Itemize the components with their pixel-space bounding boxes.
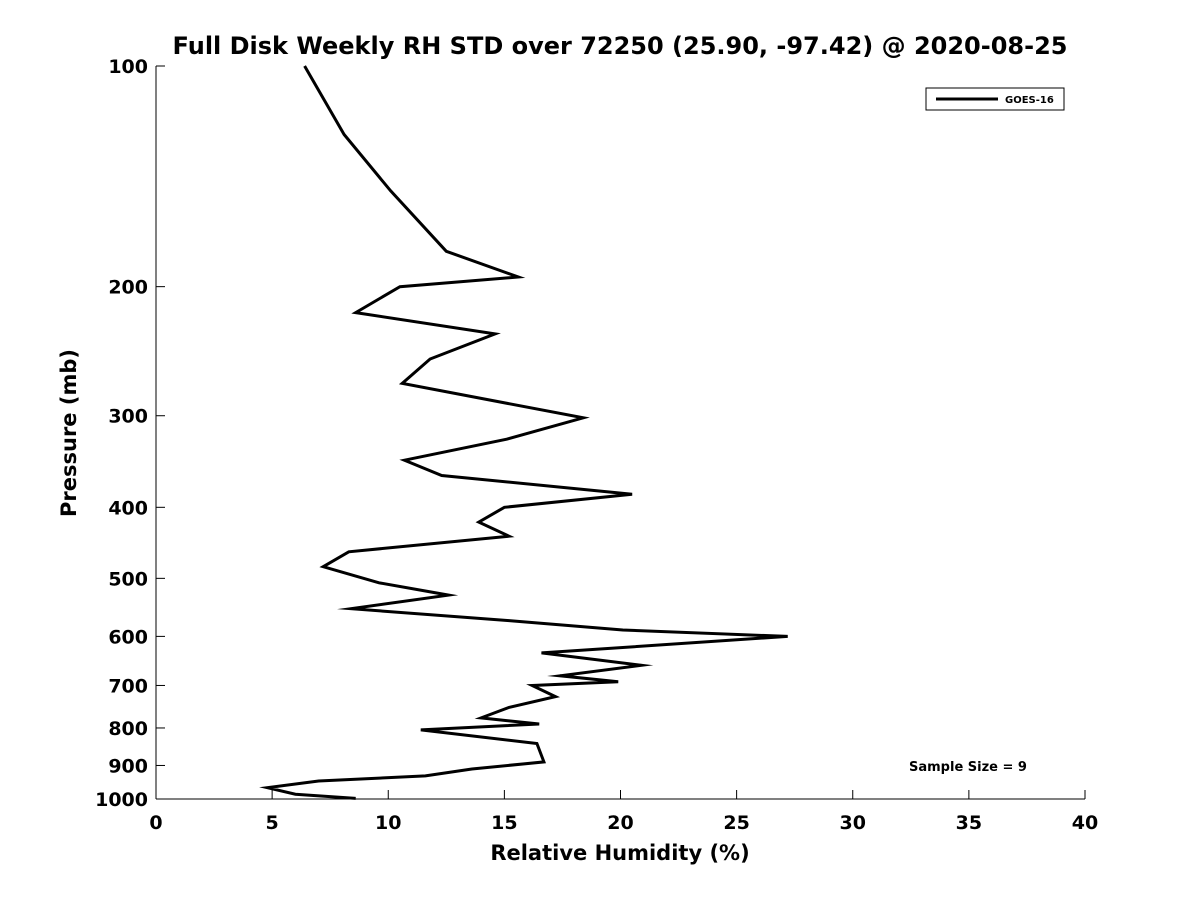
x-axis-label: Relative Humidity (%) <box>490 841 749 865</box>
y-axis-label: Pressure (mb) <box>57 349 81 517</box>
y-tick-label: 200 <box>108 277 148 299</box>
x-tick-label: 5 <box>266 812 279 834</box>
legend-label-goes-16: GOES-16 <box>1005 95 1054 106</box>
y-tick-label: 400 <box>108 497 148 519</box>
x-tick-label: 35 <box>956 812 982 834</box>
y-tick-label: 300 <box>108 406 148 428</box>
x-tick-label: 15 <box>491 812 517 834</box>
y-tick-label: 1000 <box>95 789 148 811</box>
axes <box>155 66 1085 800</box>
legend: GOES-16 <box>925 87 1065 111</box>
sample-size-annotation: Sample Size = 9 <box>909 760 1027 775</box>
x-tick-label: 40 <box>1072 812 1098 834</box>
y-tick-label: 600 <box>108 626 148 648</box>
chart-title: Full Disk Weekly RH STD over 72250 (25.9… <box>173 32 1068 60</box>
x-tick-label: 10 <box>375 812 401 834</box>
series-line-goes-16 <box>259 65 788 800</box>
y-tick-label: 800 <box>108 718 148 740</box>
x-tick-label: 25 <box>723 812 749 834</box>
y-tick-label: 100 <box>108 56 148 78</box>
ticks: 0 5 10 15 20 25 30 35 40 100 200 300 400 500 600 700 800… <box>95 56 1098 834</box>
y-tick-label: 900 <box>108 755 148 777</box>
y-tick-label: 500 <box>108 568 148 590</box>
x-tick-label: 0 <box>149 812 162 834</box>
y-tick-label: 700 <box>108 675 148 697</box>
series-layer <box>259 65 788 800</box>
x-tick-label: 30 <box>840 812 866 834</box>
x-tick-label: 20 <box>607 812 633 834</box>
